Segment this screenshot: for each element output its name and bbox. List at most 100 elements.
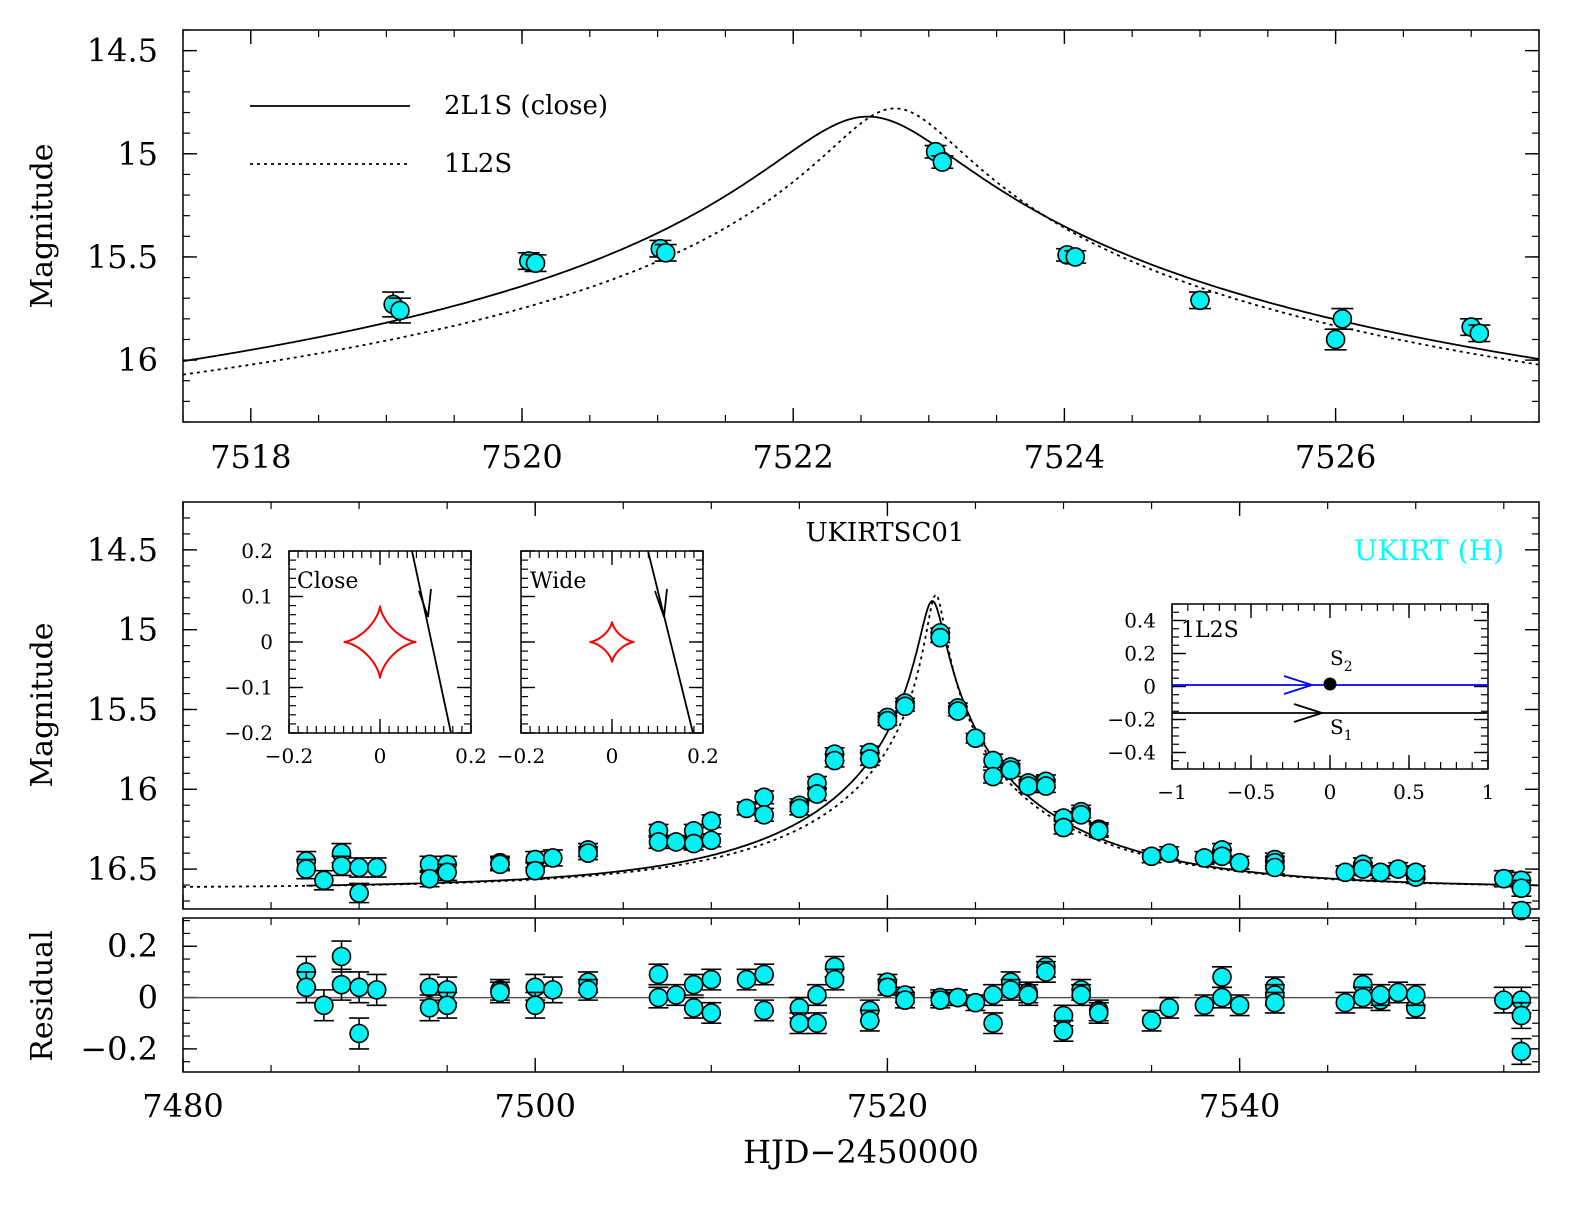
top-ylabel: Magnitude bbox=[25, 143, 60, 308]
top-ytick-label: 14.5 bbox=[87, 32, 158, 70]
data-point bbox=[1229, 995, 1250, 1016]
data-point bbox=[1036, 776, 1056, 796]
data-point bbox=[1212, 987, 1232, 1008]
top-xtick-label: 7526 bbox=[1295, 438, 1376, 476]
data-point bbox=[390, 300, 410, 321]
data-point bbox=[948, 987, 968, 1008]
data-point bbox=[648, 832, 669, 852]
inset-1l2s-ytick-label: 0.2 bbox=[1124, 642, 1156, 666]
data-point bbox=[1159, 998, 1179, 1018]
data-point bbox=[1053, 1021, 1074, 1041]
data-point bbox=[349, 883, 369, 903]
data-point bbox=[701, 1003, 722, 1023]
data-point bbox=[1018, 985, 1039, 1005]
residual-xtick-label: 7500 bbox=[494, 1087, 575, 1125]
inset-1l2s-xtick-label: 0.5 bbox=[1393, 780, 1425, 804]
series-label: UKIRT (H) bbox=[1354, 534, 1504, 567]
residual-panel-ticks: 7480 7500 7520 7540 0.2 0 −0.2 bbox=[80, 918, 1539, 1125]
caustic-wide bbox=[589, 621, 635, 663]
data-point bbox=[525, 995, 546, 1016]
data-point bbox=[1370, 985, 1391, 1005]
top-ytick-label: 16 bbox=[117, 341, 158, 379]
data-point bbox=[736, 798, 757, 819]
data-point bbox=[1088, 820, 1109, 841]
data-point bbox=[437, 862, 457, 883]
data-point bbox=[701, 969, 722, 990]
data-point bbox=[349, 857, 369, 878]
data-point bbox=[1405, 862, 1426, 883]
inset-1l2s-xtick-label: −1 bbox=[1157, 780, 1186, 804]
top-panel-model-curves bbox=[182, 107, 1540, 376]
inset-1l2s-ytick-label: 0 bbox=[1143, 675, 1156, 699]
data-point bbox=[314, 995, 334, 1016]
top-panel-ticks: 7518 7520 7522 7524 7526 14.5 15 15.5 16 bbox=[87, 29, 1540, 476]
data-point bbox=[1000, 980, 1021, 1000]
top-ytick-label: 15.5 bbox=[87, 238, 158, 276]
data-point bbox=[419, 977, 440, 998]
inset-wide: −0.2 0 0.2 Wide bbox=[497, 550, 719, 768]
data-point bbox=[490, 982, 510, 1003]
data-point bbox=[296, 977, 317, 998]
data-point bbox=[965, 728, 986, 749]
source1-arrow bbox=[1293, 703, 1325, 723]
data-point bbox=[736, 969, 757, 990]
data-point bbox=[1511, 1041, 1532, 1062]
source-trajectory-wide bbox=[647, 550, 694, 734]
data-point bbox=[807, 985, 827, 1005]
data-point bbox=[666, 985, 686, 1005]
data-point bbox=[807, 1013, 827, 1034]
data-point bbox=[525, 860, 546, 881]
data-point bbox=[683, 998, 704, 1018]
data-point bbox=[683, 833, 704, 854]
data-point bbox=[490, 854, 510, 875]
data-point bbox=[1212, 967, 1232, 987]
data-point bbox=[930, 990, 951, 1010]
trajectory-arrow-wide bbox=[654, 588, 668, 618]
data-point bbox=[1071, 985, 1091, 1005]
data-point bbox=[1335, 862, 1356, 883]
data-point bbox=[578, 843, 598, 863]
legend-1l2s-label: 1L2S bbox=[444, 149, 512, 179]
data-point bbox=[331, 974, 352, 995]
data-point bbox=[1405, 985, 1426, 1005]
data-point bbox=[296, 859, 317, 879]
inset-close-xtick-label: 0.2 bbox=[455, 744, 487, 768]
data-point bbox=[1088, 1003, 1109, 1023]
inset-close-ticks: −0.2 0 0.2 0.2 0.1 0 −0.1 −0.2 bbox=[224, 539, 486, 768]
data-point bbox=[655, 243, 676, 263]
data-point bbox=[1353, 859, 1373, 879]
middle-ytick-label: 16 bbox=[117, 770, 158, 808]
inset-close-ytick-label: 0.1 bbox=[241, 585, 273, 609]
inset-wide-frame bbox=[520, 550, 704, 734]
data-point bbox=[1194, 848, 1215, 868]
residual-ytick-label: −0.2 bbox=[80, 1030, 158, 1068]
data-point bbox=[932, 152, 953, 172]
data-point bbox=[1493, 868, 1514, 889]
data-point bbox=[366, 857, 387, 878]
data-point bbox=[1388, 982, 1408, 1003]
model-1l2s bbox=[182, 107, 1540, 376]
inset-wide-ticks: −0.2 0 0.2 bbox=[497, 550, 719, 768]
data-point bbox=[1065, 247, 1086, 267]
data-point bbox=[895, 990, 915, 1010]
data-point bbox=[349, 1023, 369, 1044]
data-point bbox=[349, 977, 369, 998]
data-point bbox=[683, 974, 704, 995]
data-point bbox=[1493, 990, 1514, 1010]
data-point bbox=[877, 710, 898, 731]
top-panel-data-points bbox=[382, 141, 1491, 351]
data-point bbox=[983, 1013, 1003, 1034]
data-point bbox=[525, 253, 546, 273]
data-point bbox=[1018, 776, 1039, 796]
source-trajectory-close bbox=[411, 550, 452, 734]
data-point bbox=[1212, 846, 1232, 867]
data-point bbox=[1190, 290, 1210, 311]
inset-wide-xtick-label: −0.2 bbox=[497, 744, 546, 768]
data-point bbox=[1141, 1010, 1162, 1031]
inset-1l2s-ytick-label: −0.2 bbox=[1107, 708, 1156, 732]
source2-label: S2 bbox=[1330, 646, 1353, 675]
inset-1l2s-xtick-label: −0.5 bbox=[1227, 780, 1276, 804]
middle-ytick-label: 14.5 bbox=[87, 531, 158, 569]
middle-ylabel: Magnitude bbox=[25, 622, 60, 787]
